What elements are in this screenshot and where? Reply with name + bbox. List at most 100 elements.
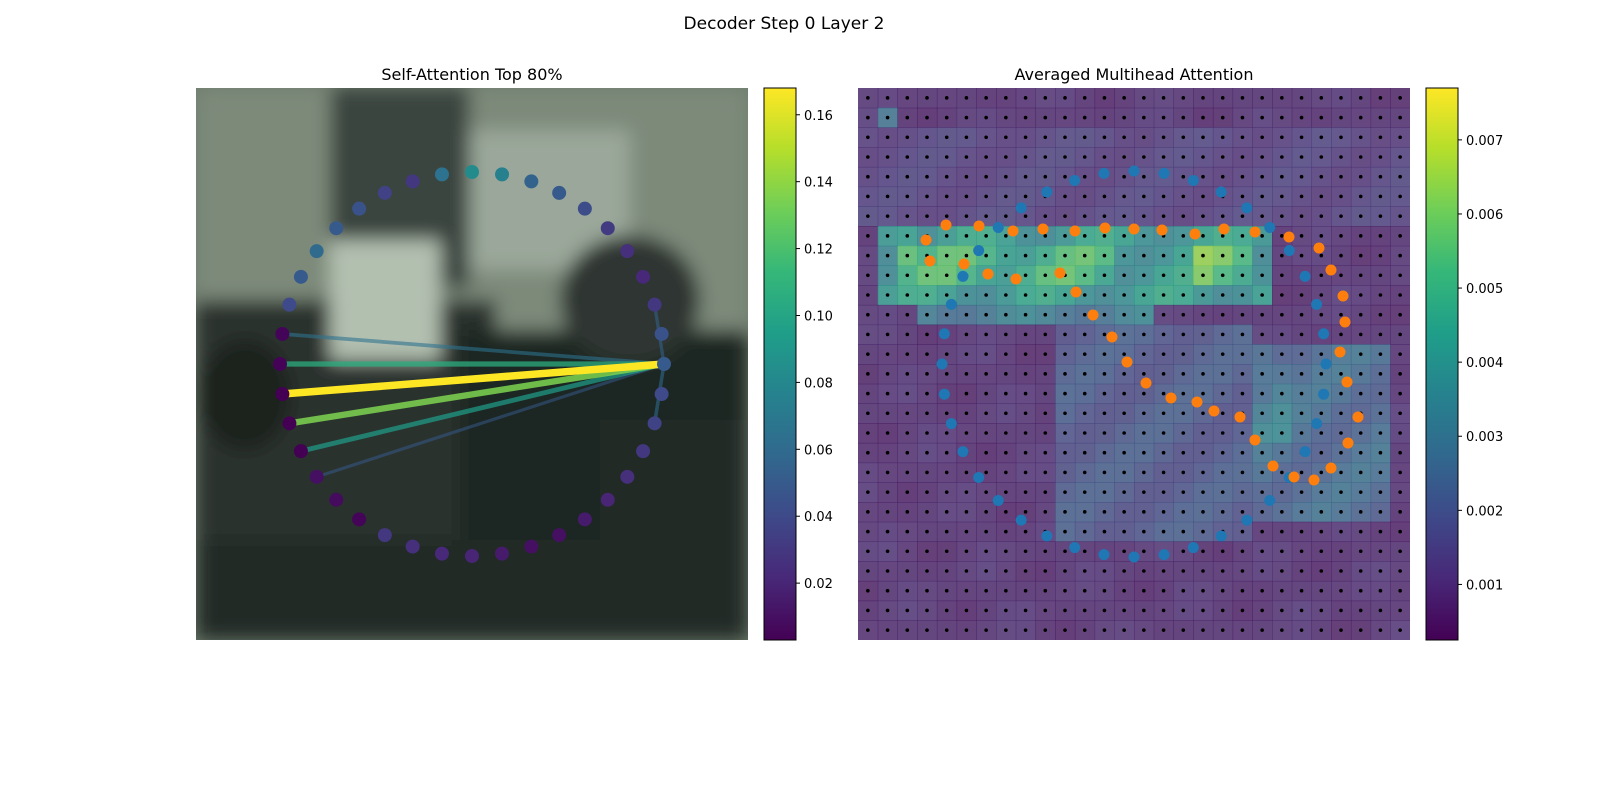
reference-point bbox=[992, 494, 1004, 506]
grid-dot bbox=[1220, 155, 1225, 159]
grid-dot bbox=[1260, 194, 1264, 199]
grid-dot bbox=[1181, 529, 1186, 534]
grid-dot bbox=[1181, 628, 1186, 632]
grid-dot bbox=[1043, 96, 1048, 100]
grid-dot bbox=[866, 155, 870, 159]
grid-dot bbox=[885, 96, 890, 100]
grid-dot bbox=[1023, 214, 1028, 218]
grid-dot bbox=[885, 135, 890, 140]
grid-dot bbox=[1161, 450, 1166, 455]
colorbar-tick-label: 0.006 bbox=[1466, 208, 1503, 223]
grid-dot bbox=[1181, 372, 1186, 376]
grid-dot bbox=[1082, 588, 1087, 593]
grid-dot bbox=[1142, 174, 1146, 179]
grid-dot bbox=[1102, 588, 1107, 593]
reference-point bbox=[1318, 328, 1330, 340]
reference-point bbox=[1015, 202, 1027, 214]
grid-dot bbox=[1378, 411, 1383, 416]
grid-dot bbox=[944, 529, 949, 534]
reference-point bbox=[1318, 388, 1330, 400]
grid-dot bbox=[885, 628, 890, 632]
grid-dot bbox=[1260, 588, 1264, 593]
grid-dot bbox=[1220, 214, 1225, 218]
reference-point bbox=[1241, 514, 1253, 526]
grid-dot bbox=[1023, 312, 1028, 317]
grid-dot bbox=[866, 214, 870, 218]
grid-dot bbox=[1358, 628, 1363, 632]
grid-dot bbox=[1161, 96, 1166, 100]
grid-dot bbox=[1220, 628, 1225, 632]
grid-dot bbox=[1043, 273, 1048, 278]
grid-dot bbox=[1082, 155, 1087, 159]
reference-point bbox=[938, 388, 950, 400]
ring-point bbox=[352, 201, 367, 216]
grid-dot bbox=[1161, 332, 1166, 337]
grid-dot bbox=[1142, 372, 1146, 376]
grid-dot bbox=[1201, 135, 1205, 140]
grid-dot bbox=[984, 155, 988, 159]
grid-dot bbox=[1023, 411, 1028, 416]
grid-dot bbox=[1280, 529, 1284, 534]
grid-dot bbox=[1280, 253, 1284, 258]
grid-dot bbox=[1004, 312, 1008, 317]
grid-dot bbox=[1319, 155, 1324, 159]
grid-dot bbox=[1201, 569, 1205, 573]
grid-dot bbox=[964, 135, 969, 140]
ring-point bbox=[275, 326, 290, 341]
grid-dot bbox=[1319, 96, 1324, 100]
grid-dot bbox=[1378, 293, 1383, 297]
grid-dot bbox=[1082, 115, 1087, 120]
ring-point bbox=[620, 469, 635, 484]
grid-dot bbox=[1122, 391, 1126, 396]
grid-dot bbox=[1043, 588, 1048, 593]
grid-dot bbox=[885, 569, 890, 573]
predicted-point bbox=[1121, 356, 1133, 368]
grid-dot bbox=[925, 411, 929, 416]
grid-dot bbox=[905, 490, 910, 494]
grid-dot bbox=[885, 470, 890, 475]
grid-dot bbox=[1378, 312, 1383, 317]
grid-dot bbox=[1339, 608, 1343, 613]
grid-dot bbox=[1319, 431, 1324, 435]
grid-dot bbox=[1102, 155, 1107, 159]
grid-dot bbox=[866, 293, 870, 297]
grid-dot bbox=[1339, 450, 1343, 455]
predicted-point bbox=[1087, 309, 1099, 321]
grid-dot bbox=[1082, 411, 1087, 416]
grid-dot bbox=[944, 234, 949, 238]
ring-point bbox=[657, 357, 671, 371]
grid-dot bbox=[1398, 115, 1402, 120]
grid-dot bbox=[1398, 490, 1402, 494]
grid-dot bbox=[1161, 529, 1166, 534]
grid-dot bbox=[1260, 549, 1264, 554]
grid-dot bbox=[925, 569, 929, 573]
grid-dot bbox=[1102, 569, 1107, 573]
grid-dot bbox=[1319, 529, 1324, 534]
grid-dot bbox=[964, 372, 969, 376]
grid-dot bbox=[944, 135, 949, 140]
grid-dot bbox=[1398, 273, 1402, 278]
grid-dot bbox=[1004, 273, 1008, 278]
grid-dot bbox=[1004, 194, 1008, 199]
grid-dot bbox=[885, 155, 890, 159]
grid-dot bbox=[1280, 273, 1284, 278]
grid-dot bbox=[1260, 608, 1264, 613]
grid-dot bbox=[1122, 253, 1126, 258]
grid-dot bbox=[1398, 214, 1402, 218]
grid-dot bbox=[1201, 608, 1205, 613]
grid-dot bbox=[1142, 628, 1146, 632]
grid-dot bbox=[1260, 391, 1264, 396]
predicted-point bbox=[1140, 377, 1152, 389]
grid-dot bbox=[984, 115, 988, 120]
predicted-point bbox=[924, 255, 936, 267]
ring-point bbox=[377, 528, 392, 543]
grid-dot bbox=[1063, 96, 1067, 100]
grid-dot bbox=[1043, 155, 1048, 159]
grid-dot bbox=[1122, 549, 1126, 554]
grid-dot bbox=[1398, 372, 1402, 376]
grid-dot bbox=[1260, 450, 1264, 455]
colorbar-tick-label: 0.06 bbox=[804, 443, 833, 458]
grid-dot bbox=[905, 588, 910, 593]
grid-dot bbox=[866, 490, 870, 494]
grid-dot bbox=[944, 312, 949, 317]
